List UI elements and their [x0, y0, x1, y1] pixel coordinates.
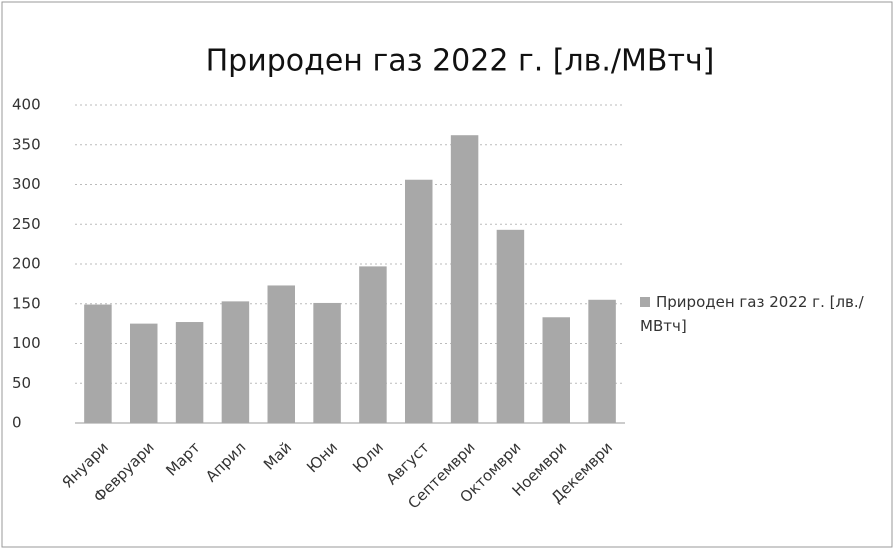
legend: Природен газ 2022 г. [лв./МВтч]	[640, 290, 890, 338]
bar	[359, 266, 387, 423]
bar	[267, 285, 295, 423]
bar	[405, 179, 433, 423]
legend-swatch	[640, 297, 650, 307]
bar	[588, 299, 616, 423]
bar	[496, 229, 525, 423]
bar	[313, 302, 341, 423]
bar	[175, 322, 204, 423]
y-tick-label: 150	[12, 294, 41, 312]
y-tick-label: 50	[12, 374, 31, 392]
bar	[542, 317, 570, 423]
y-tick-label: 100	[12, 334, 41, 352]
y-tick-label: 400	[12, 96, 41, 114]
y-tick-label: 250	[12, 215, 41, 233]
bar	[221, 301, 250, 423]
bar	[450, 135, 479, 423]
y-tick-label: 350	[12, 135, 41, 153]
bar	[84, 304, 112, 423]
legend-label: Природен газ 2022 г. [лв./МВтч]	[640, 293, 864, 335]
y-tick-label: 0	[12, 414, 22, 432]
y-tick-label: 300	[12, 175, 41, 193]
chart-title: Природен газ 2022 г. [лв./МВтч]	[206, 44, 715, 79]
y-tick-label: 200	[12, 255, 41, 273]
bar	[130, 323, 158, 423]
